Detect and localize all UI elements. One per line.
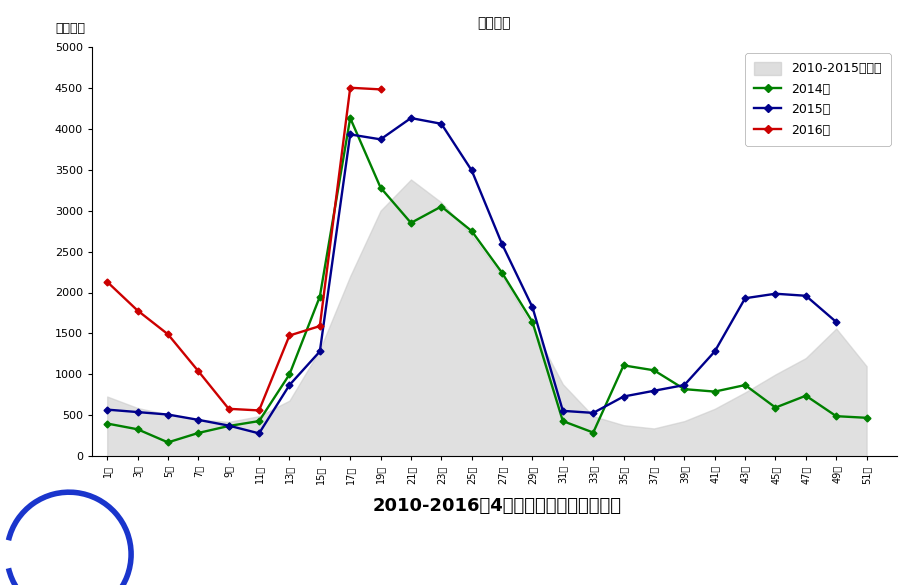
Text: 报告病例: 报告病例 (56, 22, 85, 35)
Text: CDC: CDC (56, 542, 82, 552)
Legend: 2010-2015年平均, 2014年, 2015年, 2016年: 2010-2015年平均, 2014年, 2015年, 2016年 (744, 53, 890, 146)
Text: 2010-2016年4月湖北省手足口病周分布: 2010-2016年4月湖北省手足口病周分布 (372, 497, 620, 515)
Text: Hubei CENTER FOR DISEASE CONTROL AND PREVENTION: Hubei CENTER FOR DISEASE CONTROL AND PRE… (260, 547, 769, 562)
Text: 报告病例: 报告病例 (477, 16, 511, 30)
Text: 湖北疾控: 湖北疾控 (57, 564, 81, 574)
